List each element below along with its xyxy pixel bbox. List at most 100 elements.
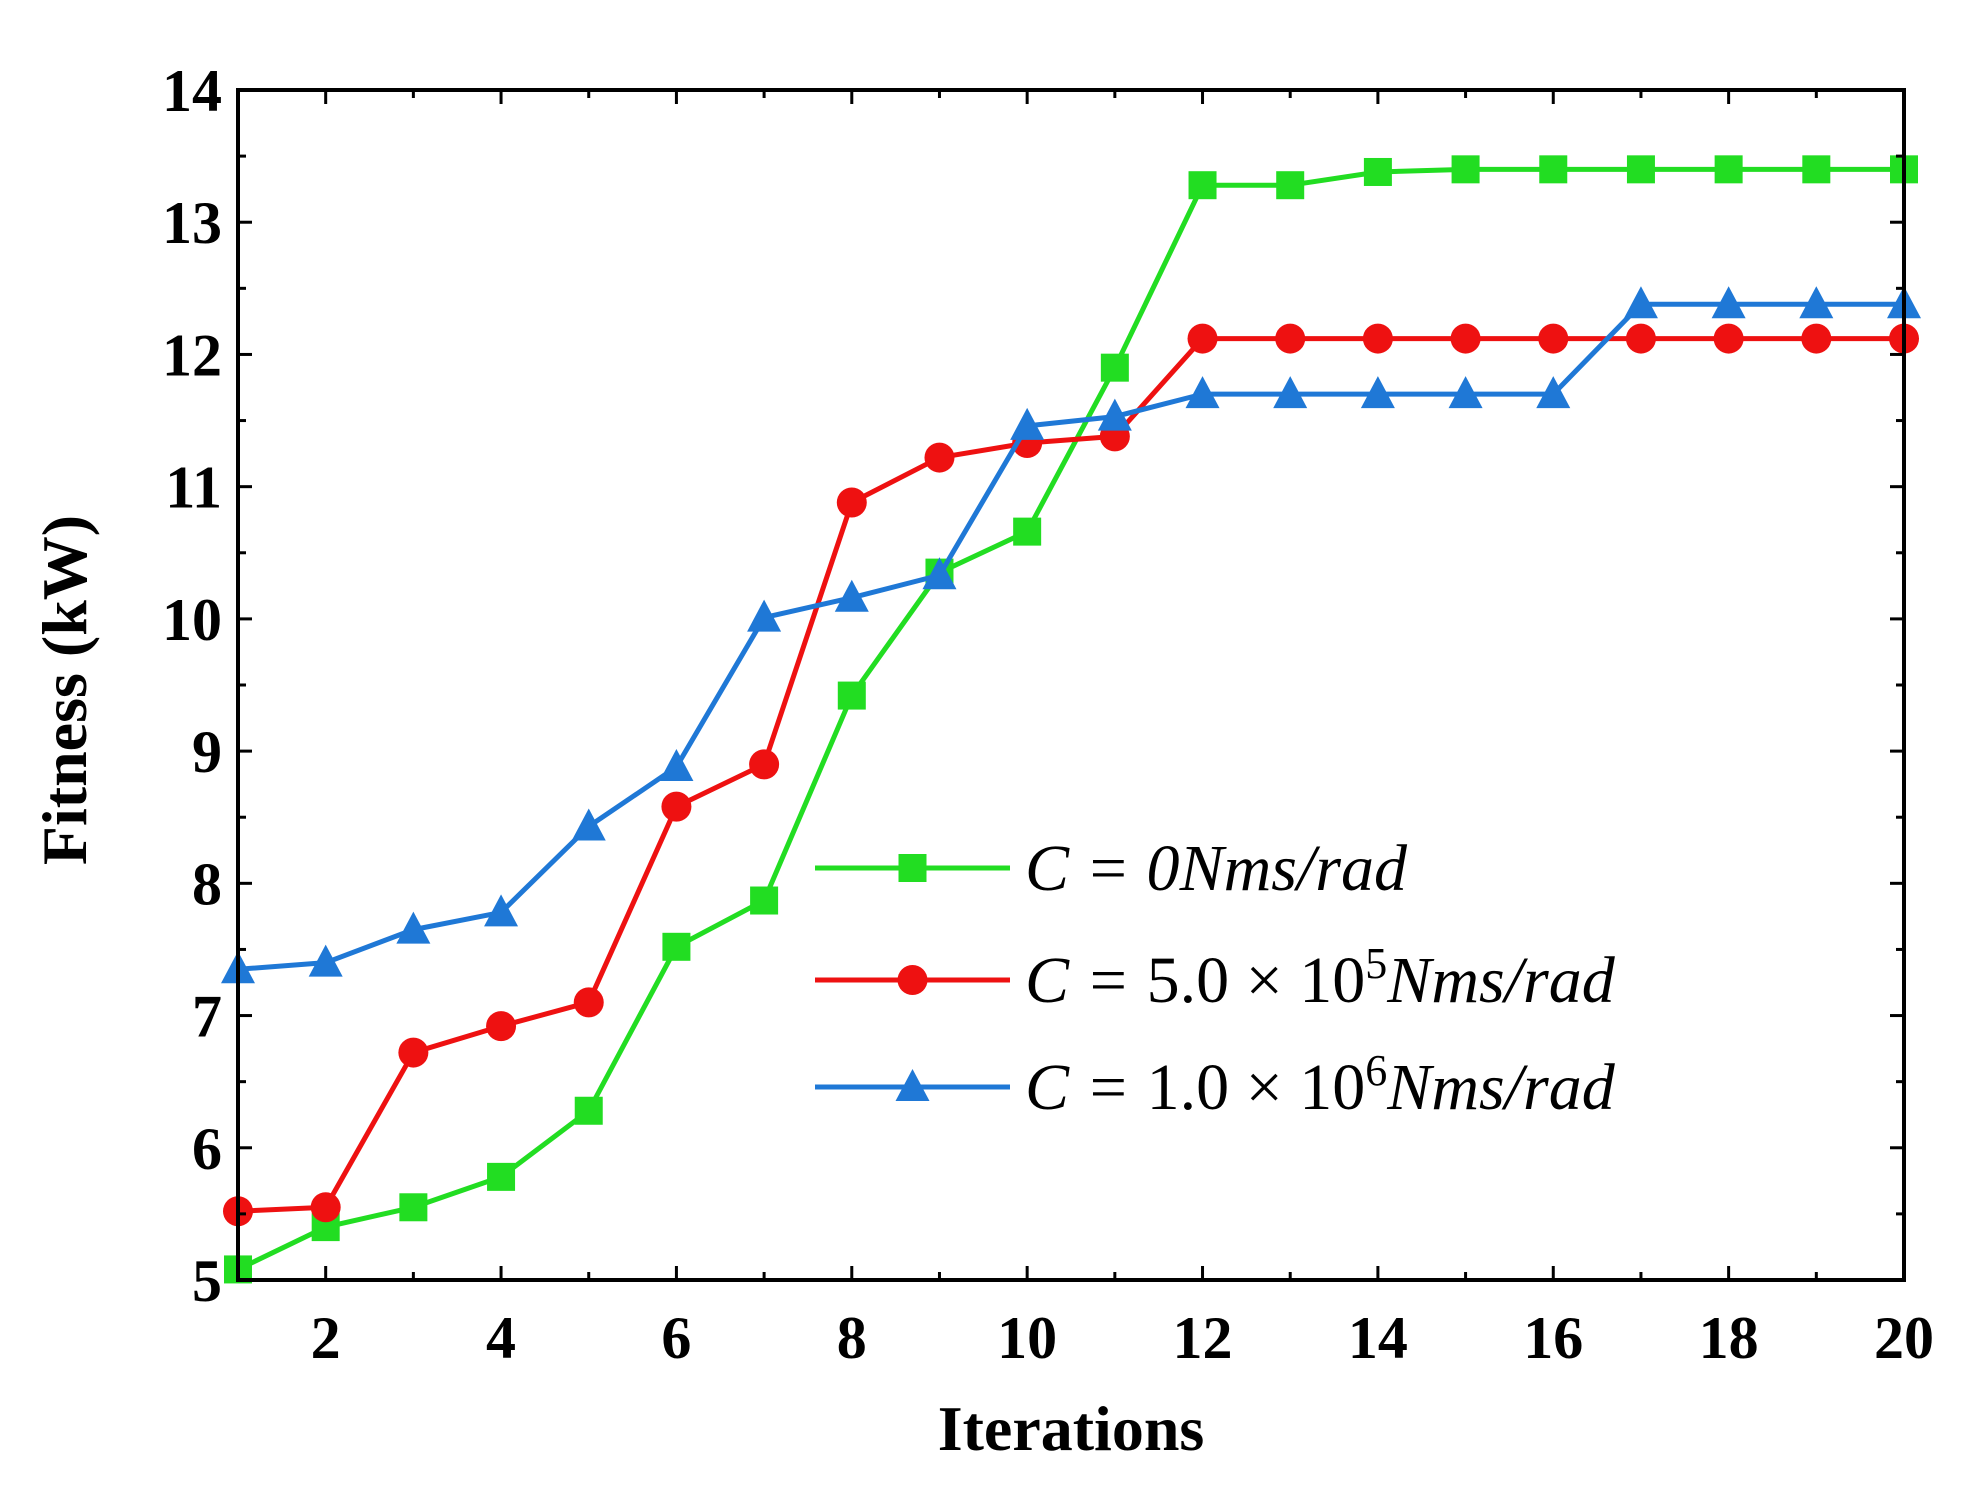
- x-axis-title: Iterations: [938, 1393, 1205, 1464]
- x-tick-label: 20: [1874, 1305, 1934, 1371]
- data-point-square: [487, 1162, 516, 1191]
- data-point-triangle: [747, 599, 782, 632]
- legend-label-unit: Nms/rad: [1386, 944, 1615, 1017]
- x-tick-label: 16: [1523, 1305, 1583, 1371]
- y-tick-label: 6: [192, 1116, 222, 1182]
- data-point-triangle: [1799, 286, 1834, 319]
- legend-label-prefix: C =: [1025, 944, 1147, 1017]
- y-axis-title: Fitness (kW): [29, 515, 100, 865]
- data-point-circle: [1713, 323, 1744, 354]
- axes-layer: 2 4 6 8 10 12 14 16 18 20 5 6 7 8 9 10 11 12 13 14: [162, 58, 1934, 1371]
- data-point-square: [1363, 157, 1392, 186]
- y-tick-label: 12: [162, 322, 222, 388]
- data-point-circle: [310, 1192, 341, 1223]
- data-point-circle: [924, 442, 955, 473]
- data-point-triangle: [895, 1069, 930, 1101]
- data-point-triangle: [1185, 376, 1220, 409]
- data-point-triangle: [1448, 376, 1483, 409]
- data-point-circle: [398, 1037, 429, 1068]
- data-point-square: [1714, 155, 1743, 184]
- data-point-square: [1276, 171, 1305, 200]
- data-point-circle: [836, 487, 867, 518]
- y-tick-label: 14: [162, 58, 222, 124]
- data-point-square: [574, 1096, 603, 1125]
- series-2: [223, 323, 1919, 1227]
- data-point-triangle: [571, 808, 606, 841]
- legend-item-1: C = 0Nms/rad: [815, 832, 1408, 905]
- y-tick-label: 13: [162, 190, 222, 256]
- legend-label: C = 1.0 × 106Nms/rad: [1025, 1046, 1616, 1125]
- data-point-circle: [897, 965, 928, 995]
- x-tick-label: 12: [1173, 1305, 1233, 1371]
- data-point-circle: [1450, 323, 1481, 354]
- data-point-triangle: [834, 579, 869, 612]
- data-point-triangle: [308, 944, 343, 977]
- data-point-square: [898, 854, 927, 882]
- data-point-triangle: [1360, 376, 1395, 409]
- data-point-triangle: [1623, 286, 1658, 319]
- y-tick-label: 11: [165, 455, 222, 521]
- series-line: [237, 301, 1904, 972]
- legend-label: C = 0Nms/rad: [1025, 832, 1408, 905]
- legend-label-prefix: C = 0: [1025, 832, 1180, 905]
- data-point-circle: [1801, 323, 1832, 354]
- data-point-circle: [486, 1011, 517, 1042]
- y-tick-label: 5: [192, 1248, 222, 1314]
- data-point-triangle: [1097, 398, 1132, 431]
- x-tick-label: 2: [311, 1305, 341, 1371]
- data-point-square: [1626, 155, 1655, 184]
- x-tick-label: 6: [661, 1305, 691, 1371]
- data-point-triangle: [396, 911, 431, 944]
- data-point-triangle: [1711, 286, 1746, 319]
- data-point-circle: [1362, 323, 1393, 354]
- series-layer: [221, 155, 1921, 1284]
- legend-label-unit: Nms/rad: [1386, 1051, 1615, 1124]
- data-point-square: [662, 932, 691, 961]
- series-3: [221, 286, 1921, 984]
- data-point-square: [399, 1193, 428, 1222]
- legend-label-exponent: 5: [1365, 939, 1387, 988]
- legend-label-prefix: C =: [1025, 1051, 1147, 1124]
- y-tick-label: 10: [162, 587, 222, 653]
- y-tick-label: 9: [192, 719, 222, 785]
- legend-label-exponent: 6: [1365, 1046, 1387, 1095]
- x-tick-label: 4: [486, 1305, 516, 1371]
- x-tick-label: 18: [1699, 1305, 1759, 1371]
- data-point-triangle: [484, 894, 519, 927]
- data-point-square: [1013, 517, 1042, 546]
- data-point-circle: [661, 791, 692, 822]
- y-tick-label: 8: [192, 851, 222, 917]
- legend-label-unit: Nms/rad: [1179, 832, 1408, 905]
- x-tick-label: 8: [837, 1305, 867, 1371]
- data-point-triangle: [1010, 407, 1045, 440]
- legend-label: C = 5.0 × 105Nms/rad: [1025, 939, 1616, 1018]
- data-point-square: [1451, 155, 1480, 184]
- data-point-triangle: [1273, 376, 1308, 409]
- data-point-triangle: [659, 748, 694, 781]
- data-point-circle: [749, 749, 780, 780]
- data-point-circle: [573, 987, 604, 1018]
- x-tick-label: 10: [997, 1305, 1057, 1371]
- data-point-circle: [1538, 323, 1569, 354]
- data-point-square: [1539, 155, 1568, 184]
- legend-label-mantissa: 1.0 × 10: [1147, 1051, 1366, 1124]
- data-point-circle: [1275, 323, 1306, 354]
- data-point-circle: [1187, 323, 1218, 354]
- data-point-square: [1188, 171, 1217, 200]
- legend-item-3: C = 1.0 × 106Nms/rad: [815, 1046, 1616, 1125]
- data-point-triangle: [922, 557, 957, 590]
- data-point-triangle: [1536, 376, 1571, 409]
- legend-label-mantissa: 5.0 × 10: [1147, 944, 1366, 1017]
- series-line: [236, 166, 1904, 1272]
- data-point-circle: [1625, 323, 1656, 354]
- legend-item-2: C = 5.0 × 105Nms/rad: [815, 939, 1616, 1018]
- x-tick-label: 14: [1348, 1305, 1408, 1371]
- data-point-square: [837, 681, 866, 710]
- data-point-square: [1802, 155, 1831, 184]
- data-point-square: [750, 886, 779, 915]
- data-point-square: [1100, 353, 1129, 382]
- y-tick-label: 7: [192, 984, 222, 1050]
